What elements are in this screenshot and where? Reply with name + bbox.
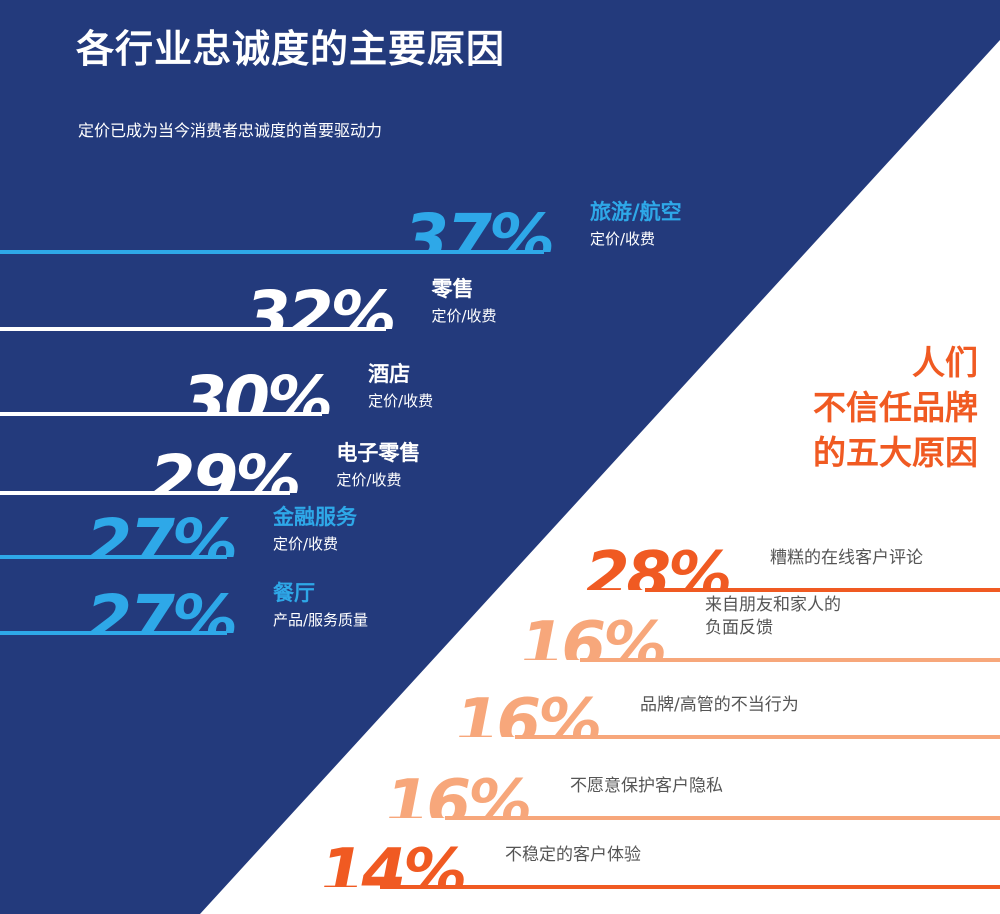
category-label: 金融服务 xyxy=(273,505,357,529)
category-sublabel: 定价/收费 xyxy=(336,471,402,489)
category-label: 来自朋友和家人的 负面反馈 xyxy=(705,595,841,638)
category-label: 旅游/航空 xyxy=(590,200,682,224)
value-label: 16% xyxy=(520,614,665,660)
value-label: 27% xyxy=(86,587,235,633)
page-subtitle: 定价已成为当今消费者忠诚度的首要驱动力 xyxy=(78,121,383,140)
bar xyxy=(0,631,227,635)
value-label: 14% xyxy=(320,841,465,887)
category-label: 不愿意保护客户隐私 xyxy=(570,776,723,796)
bar xyxy=(0,491,291,495)
right-title: 人们 不信任品牌 的五大原因 xyxy=(738,340,978,475)
bar xyxy=(0,250,544,254)
category-label: 酒店 xyxy=(368,362,411,386)
bar xyxy=(515,735,1000,739)
category-label: 餐厅 xyxy=(273,581,315,605)
value-label: 27% xyxy=(86,511,235,557)
category-sublabel: 定价/收费 xyxy=(368,392,434,410)
value-label: 16% xyxy=(455,691,600,737)
right-title-line: 人们 xyxy=(912,343,978,382)
bar xyxy=(645,588,1000,592)
bar xyxy=(0,327,386,331)
bar xyxy=(380,885,1000,889)
value-label: 16% xyxy=(385,772,530,818)
category-sublabel: 定价/收费 xyxy=(273,535,339,553)
value-label: 28% xyxy=(585,544,730,590)
right-title-line: 不信任品牌 xyxy=(813,388,978,427)
value-label: 29% xyxy=(149,447,299,493)
category-sublabel: 定价/收费 xyxy=(431,307,497,325)
category-label: 糟糕的在线客户评论 xyxy=(770,548,923,568)
value-label: 32% xyxy=(244,283,394,329)
category-label: 电子零售 xyxy=(336,441,421,465)
page-title: 各行业忠诚度的主要原因 xyxy=(76,27,506,71)
value-label: 30% xyxy=(181,368,331,414)
category-sublabel: 产品/服务质量 xyxy=(273,611,369,629)
right-title-line: 的五大原因 xyxy=(813,433,978,472)
category-label: 不稳定的客户体验 xyxy=(505,845,641,865)
bar xyxy=(580,658,1000,662)
bar xyxy=(0,412,323,416)
bar xyxy=(0,555,227,559)
category-sublabel: 定价/收费 xyxy=(590,230,656,248)
category-label: 品牌/高管的不当行为 xyxy=(640,695,799,715)
bar xyxy=(445,816,1000,820)
value-label: 37% xyxy=(403,206,552,252)
category-label: 零售 xyxy=(431,277,474,301)
